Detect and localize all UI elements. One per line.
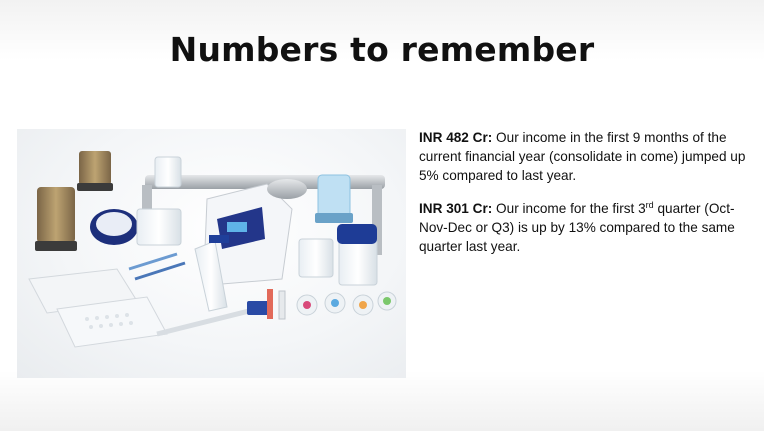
income-q3-figure: INR 301 Cr: — [419, 201, 493, 216]
income-q3-text-before: Our income for the first 3 — [492, 201, 646, 216]
slide-title: Numbers to remember — [169, 30, 595, 69]
ordinal-suffix: rd — [645, 200, 654, 210]
lab-equipment-photo — [17, 129, 406, 378]
notes-block: INR 482 Cr: Our income in the first 9 mo… — [419, 128, 749, 270]
income-q3-point: INR 301 Cr: Our income for the first 3rd… — [419, 199, 749, 256]
lab-equipment-illustration — [28, 151, 397, 348]
income-nine-months-point: INR 482 Cr: Our income in the first 9 mo… — [419, 128, 749, 185]
income-q3-text-after: quarter (Oct-Nov-Dec or Q3) is up by 13%… — [419, 201, 735, 254]
income-nine-months-figure: INR 482 Cr: — [419, 130, 493, 145]
income-nine-months-text: Our income in the first 9 months of the … — [419, 130, 746, 183]
